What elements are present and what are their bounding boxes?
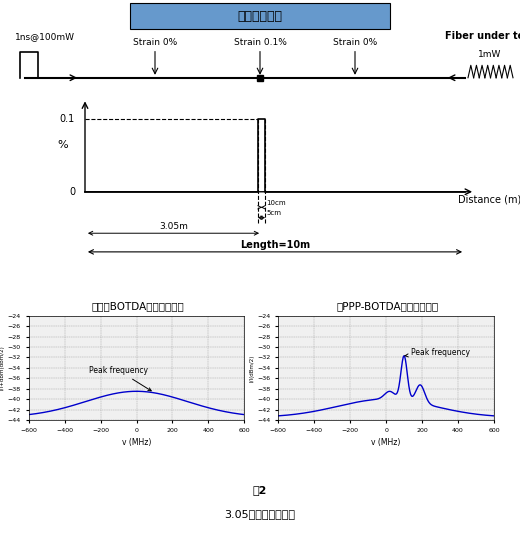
Text: 10cm: 10cm bbox=[267, 200, 286, 206]
X-axis label: v (MHz): v (MHz) bbox=[371, 438, 401, 447]
Text: ＜PPP-BOTDA的测量结果＞: ＜PPP-BOTDA的测量结果＞ bbox=[336, 301, 438, 311]
Text: 3.05米处的测量结果: 3.05米处的测量结果 bbox=[225, 509, 295, 519]
Text: 3.05m: 3.05m bbox=[159, 222, 188, 231]
Text: ＜普通BOTDA的测量结果＞: ＜普通BOTDA的测量结果＞ bbox=[92, 301, 184, 311]
Text: Length=10m: Length=10m bbox=[240, 240, 310, 250]
Text: 5cm: 5cm bbox=[267, 210, 281, 216]
Text: ＜测量条件＞: ＜测量条件＞ bbox=[238, 10, 282, 22]
Text: 1mW: 1mW bbox=[478, 50, 502, 59]
X-axis label: v (MHz): v (MHz) bbox=[122, 438, 151, 447]
Text: %: % bbox=[58, 140, 68, 150]
Y-axis label: I/I+dBm(dBm/2): I/I+dBm(dBm/2) bbox=[0, 346, 5, 390]
Text: Fiber under test: Fiber under test bbox=[445, 32, 520, 41]
Text: 图2: 图2 bbox=[253, 485, 267, 495]
Text: Strain 0.1%: Strain 0.1% bbox=[233, 37, 287, 47]
Text: Strain 0%: Strain 0% bbox=[333, 37, 377, 47]
Bar bbox=[130, 3, 390, 29]
Text: Distance (m): Distance (m) bbox=[458, 195, 520, 205]
Text: 0.1: 0.1 bbox=[60, 114, 75, 124]
Text: 1ns@100mW: 1ns@100mW bbox=[15, 33, 75, 41]
Text: Strain 0%: Strain 0% bbox=[133, 37, 177, 47]
Text: Peak frequency: Peak frequency bbox=[405, 348, 470, 357]
Text: 0: 0 bbox=[69, 187, 75, 197]
Y-axis label: I/I(dBm/2): I/I(dBm/2) bbox=[250, 354, 254, 381]
Text: Peak frequency: Peak frequency bbox=[89, 366, 151, 391]
